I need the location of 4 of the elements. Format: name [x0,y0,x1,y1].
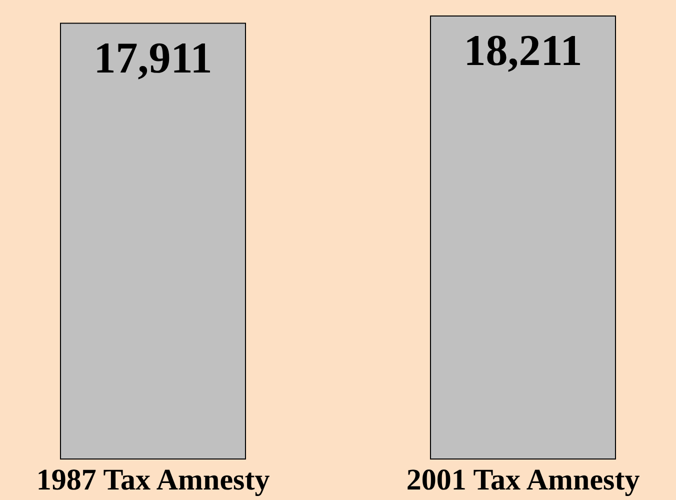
data-label: 18,211 [464,26,582,75]
x-tick-label: 1987 Tax Amnesty [36,464,270,496]
data-label: 17,911 [94,33,212,82]
x-tick-label: 2001 Tax Amnesty [406,464,640,496]
